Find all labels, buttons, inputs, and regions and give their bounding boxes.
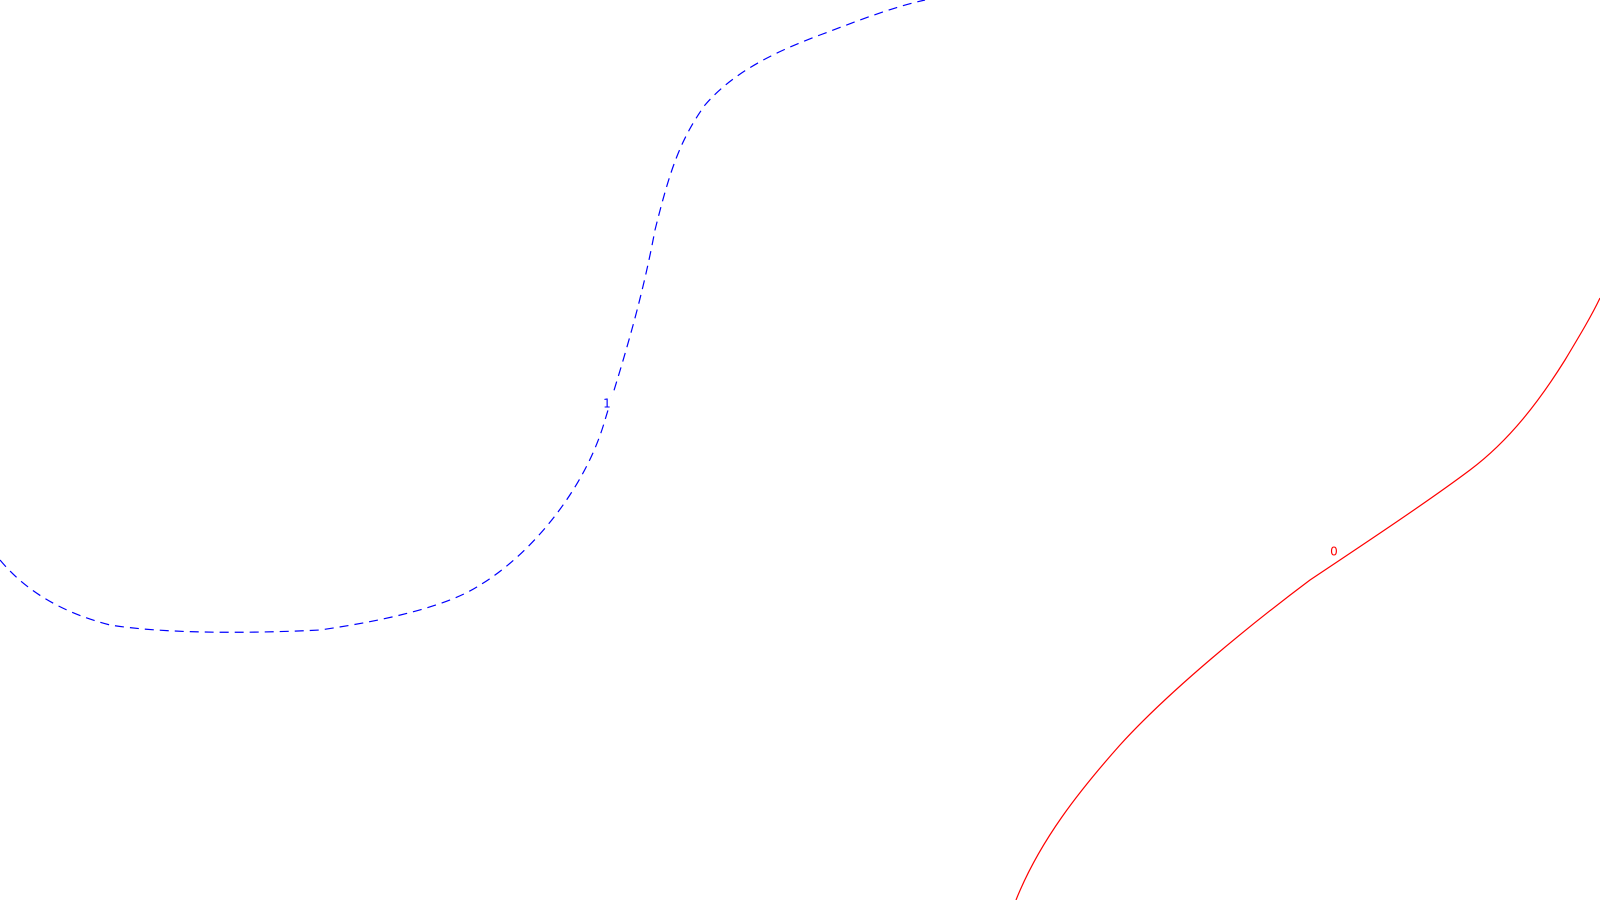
contour-label-0-backdrop — [1328, 544, 1340, 558]
contour-label-1-backdrop — [601, 396, 613, 410]
contour-line-0-group: 0 — [1015, 297, 1600, 900]
contour-line-0 — [1015, 297, 1600, 900]
contour-line-1 — [0, 0, 926, 633]
contour-label-1: 1 — [603, 397, 611, 411]
contour-label-0: 0 — [1330, 545, 1338, 559]
contour-line-1-group: 1 — [0, 0, 926, 633]
